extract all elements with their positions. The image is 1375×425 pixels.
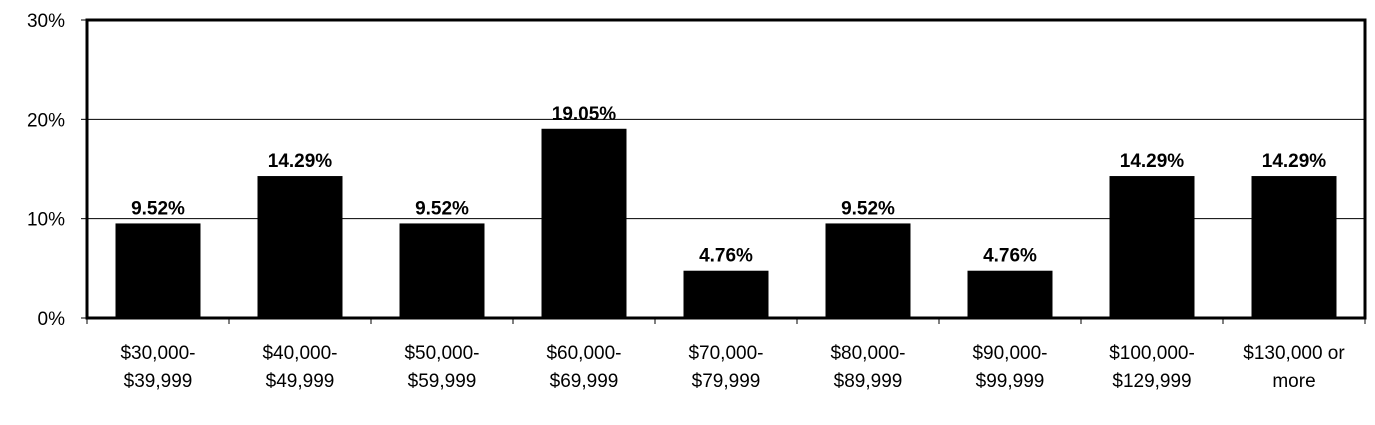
bar <box>257 176 343 318</box>
bar <box>541 128 627 318</box>
x-category-label: $60,000- <box>546 343 621 364</box>
y-tick-label: 10% <box>27 210 65 231</box>
y-axis: 0% 10% 20% 30% <box>27 11 87 330</box>
x-category-label: $50,000- <box>404 343 479 364</box>
x-category-label: $130,000 or <box>1243 343 1345 364</box>
plot-frame <box>85 18 1367 320</box>
data-label: 4.76% <box>699 246 753 267</box>
bar <box>825 223 911 318</box>
data-label: 4.76% <box>983 246 1037 267</box>
x-category-label: $89,999 <box>834 371 903 392</box>
x-category-label: $30,000- <box>120 343 195 364</box>
x-category-label: $70,000- <box>688 343 763 364</box>
bar <box>1251 176 1337 318</box>
data-label: 9.52% <box>841 198 895 219</box>
x-category-label: $80,000- <box>830 343 905 364</box>
data-label: 9.52% <box>415 198 469 219</box>
bar <box>399 223 485 318</box>
x-axis: $30,000- $39,999 $40,000- $49,999 $50,000- $5… <box>86 318 1366 392</box>
x-category-label: more <box>1272 371 1315 392</box>
y-tick-label: 30% <box>27 11 65 32</box>
data-label: 14.29% <box>268 151 333 172</box>
x-category-label: $129,999 <box>1112 371 1191 392</box>
data-label: 19.05% <box>552 104 617 125</box>
x-category-label: $79,999 <box>692 371 761 392</box>
x-category-label: $99,999 <box>976 371 1045 392</box>
x-category-label: $69,999 <box>550 371 619 392</box>
data-label: 14.29% <box>1120 151 1185 172</box>
x-category-label: $39,999 <box>124 371 193 392</box>
y-tick-label: 0% <box>38 309 66 330</box>
y-tick-label: 20% <box>27 110 65 131</box>
x-category-label: $49,999 <box>266 371 335 392</box>
bar <box>683 270 769 318</box>
x-category-label: $40,000- <box>262 343 337 364</box>
x-category-label: $100,000- <box>1109 343 1195 364</box>
bars <box>115 128 1337 318</box>
bar <box>115 223 201 318</box>
data-label: 9.52% <box>131 198 185 219</box>
data-label: 14.29% <box>1262 151 1327 172</box>
bar <box>967 270 1053 318</box>
x-category-label: $90,000- <box>972 343 1047 364</box>
bar <box>1109 176 1195 318</box>
x-category-label: $59,999 <box>408 371 477 392</box>
data-labels: 9.52% 14.29% 9.52% 19.05% 4.76% 9.52% 4.76% 14.… <box>131 104 1326 267</box>
